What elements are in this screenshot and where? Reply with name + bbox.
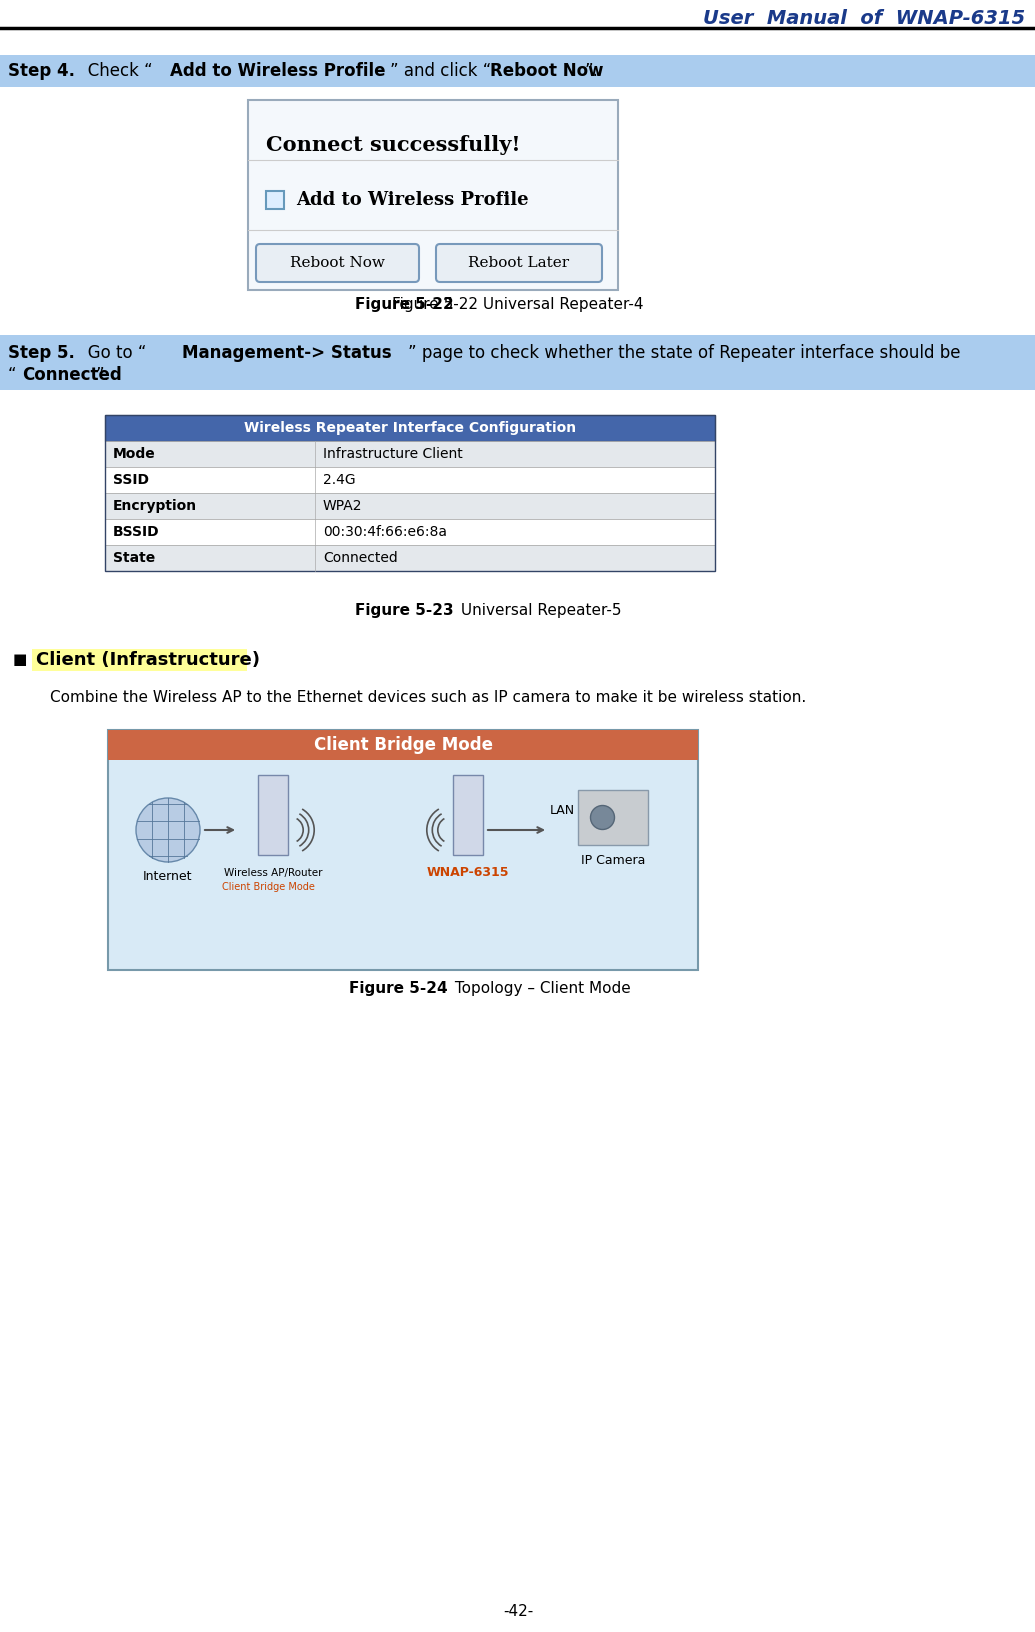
Bar: [248, 100, 618, 290]
FancyBboxPatch shape: [436, 245, 602, 282]
Text: ■: ■: [12, 653, 27, 667]
Text: Universal Repeater-5: Universal Repeater-5: [456, 602, 621, 617]
Text: Mode: Mode: [113, 447, 155, 460]
Text: Go to “: Go to “: [72, 344, 146, 362]
Text: 00:30:4f:66:e6:8a: 00:30:4f:66:e6:8a: [323, 526, 447, 539]
Text: Client (Infrastructure): Client (Infrastructure): [36, 651, 260, 669]
Text: Wireless AP/Router: Wireless AP/Router: [224, 868, 322, 878]
Bar: [32, 650, 247, 671]
Text: ”.: ”.: [585, 62, 599, 80]
Text: Add to Wireless Profile: Add to Wireless Profile: [170, 62, 385, 80]
Text: Figure 5-22: Figure 5-22: [355, 297, 454, 312]
Bar: [105, 467, 715, 493]
Text: Check “: Check “: [72, 62, 152, 80]
Text: Client Bridge Mode: Client Bridge Mode: [221, 881, 315, 893]
Bar: [105, 493, 715, 519]
Text: Step 5.: Step 5.: [8, 344, 75, 362]
Text: Figure 5-22 Universal Repeater-4: Figure 5-22 Universal Repeater-4: [392, 297, 644, 312]
Bar: [258, 775, 288, 855]
Text: WPA2: WPA2: [323, 499, 362, 512]
Text: Combine the Wireless AP to the Ethernet devices such as IP camera to make it be : Combine the Wireless AP to the Ethernet …: [50, 690, 806, 705]
Bar: [266, 191, 284, 209]
Text: Client Bridge Mode: Client Bridge Mode: [314, 736, 493, 754]
Bar: [0, 335, 1035, 390]
Bar: [108, 730, 698, 969]
Bar: [105, 441, 715, 467]
Text: 2.4G: 2.4G: [323, 473, 356, 486]
Bar: [105, 415, 715, 571]
Circle shape: [591, 806, 615, 829]
Bar: [105, 545, 715, 571]
Text: State: State: [113, 552, 155, 565]
Text: -42-: -42-: [503, 1604, 533, 1619]
Text: SSID: SSID: [113, 473, 149, 486]
Text: Encryption: Encryption: [113, 499, 197, 512]
Text: Step 4.: Step 4.: [8, 62, 75, 80]
Text: Figure 5-23: Figure 5-23: [355, 602, 454, 617]
Text: Connected: Connected: [323, 552, 397, 565]
Text: ” and click “: ” and click “: [390, 62, 492, 80]
Text: ”.: ”.: [96, 366, 110, 384]
Text: ” page to check whether the state of Repeater interface should be: ” page to check whether the state of Rep…: [408, 344, 960, 362]
Text: Management-> Status: Management-> Status: [182, 344, 391, 362]
Text: Reboot Later: Reboot Later: [469, 256, 569, 269]
Bar: [453, 775, 483, 855]
Circle shape: [136, 798, 200, 862]
Bar: [108, 730, 698, 761]
Text: Infrastructure Client: Infrastructure Client: [323, 447, 463, 460]
Text: User  Manual  of  WNAP-6315: User Manual of WNAP-6315: [703, 8, 1025, 28]
Text: Add to Wireless Profile: Add to Wireless Profile: [296, 191, 529, 209]
Bar: [578, 790, 648, 845]
Bar: [105, 415, 715, 441]
Bar: [105, 519, 715, 545]
Text: Connected: Connected: [22, 366, 122, 384]
Text: Reboot Now: Reboot Now: [290, 256, 385, 269]
Text: IP Camera: IP Camera: [581, 855, 645, 868]
Text: Figure 5-24: Figure 5-24: [349, 981, 447, 996]
Text: Topology – Client Mode: Topology – Client Mode: [449, 981, 630, 996]
Text: “: “: [8, 366, 17, 384]
Text: BSSID: BSSID: [113, 526, 159, 539]
Text: Internet: Internet: [143, 870, 193, 883]
Text: LAN: LAN: [550, 803, 575, 816]
Text: Connect successfully!: Connect successfully!: [266, 135, 521, 155]
Text: Wireless Repeater Interface Configuration: Wireless Repeater Interface Configuratio…: [244, 421, 576, 436]
FancyBboxPatch shape: [256, 245, 419, 282]
Text: Reboot Now: Reboot Now: [490, 62, 603, 80]
Bar: [0, 55, 1035, 86]
Text: WNAP-6315: WNAP-6315: [426, 867, 509, 880]
